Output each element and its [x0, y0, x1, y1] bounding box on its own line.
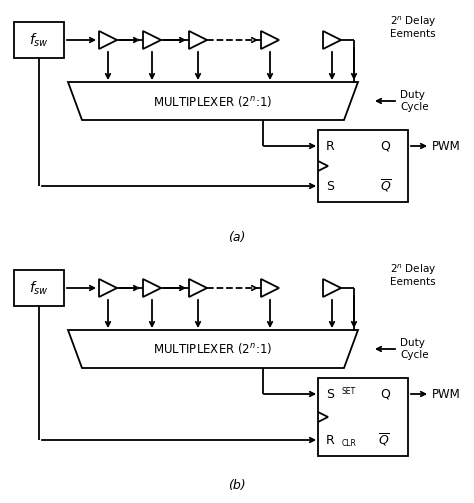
Text: S: S [326, 180, 334, 193]
Text: Q: Q [380, 387, 390, 400]
Text: Duty
Cycle: Duty Cycle [400, 90, 428, 112]
Text: Eements: Eements [390, 29, 436, 39]
Text: R: R [326, 434, 335, 447]
Text: $\overline{Q}$: $\overline{Q}$ [378, 432, 390, 448]
Polygon shape [261, 279, 279, 297]
Text: (a): (a) [228, 231, 246, 244]
Text: PWM: PWM [432, 139, 461, 152]
Polygon shape [68, 330, 358, 368]
Polygon shape [143, 279, 161, 297]
Text: Eements: Eements [390, 277, 436, 287]
Text: CLR: CLR [342, 439, 357, 448]
Text: R: R [326, 139, 335, 152]
Text: MULTIPLEXER (2$^n$:1): MULTIPLEXER (2$^n$:1) [154, 94, 273, 109]
Polygon shape [189, 279, 207, 297]
Bar [318, 378, 408, 456]
Polygon shape [143, 31, 161, 49]
Text: $f_{sw}$: $f_{sw}$ [29, 279, 49, 297]
Text: PWM: PWM [432, 387, 461, 400]
Polygon shape [189, 31, 207, 49]
Text: 2$^n$ Delay: 2$^n$ Delay [390, 263, 437, 277]
Text: SET: SET [342, 386, 356, 395]
Text: Duty
Cycle: Duty Cycle [400, 338, 428, 360]
Polygon shape [323, 31, 341, 49]
Bar [14, 270, 64, 306]
Polygon shape [261, 31, 279, 49]
Text: 2$^n$ Delay: 2$^n$ Delay [390, 15, 437, 29]
Bar [318, 130, 408, 202]
Text: Q: Q [380, 139, 390, 152]
Text: $\overline{Q}$: $\overline{Q}$ [380, 178, 392, 194]
Polygon shape [323, 279, 341, 297]
Polygon shape [68, 82, 358, 120]
Polygon shape [99, 31, 117, 49]
Text: MULTIPLEXER (2$^n$:1): MULTIPLEXER (2$^n$:1) [154, 342, 273, 357]
Polygon shape [99, 279, 117, 297]
Text: (b): (b) [228, 479, 246, 492]
Text: $f_{sw}$: $f_{sw}$ [29, 31, 49, 49]
Text: S: S [326, 387, 334, 400]
Bar [14, 22, 64, 58]
